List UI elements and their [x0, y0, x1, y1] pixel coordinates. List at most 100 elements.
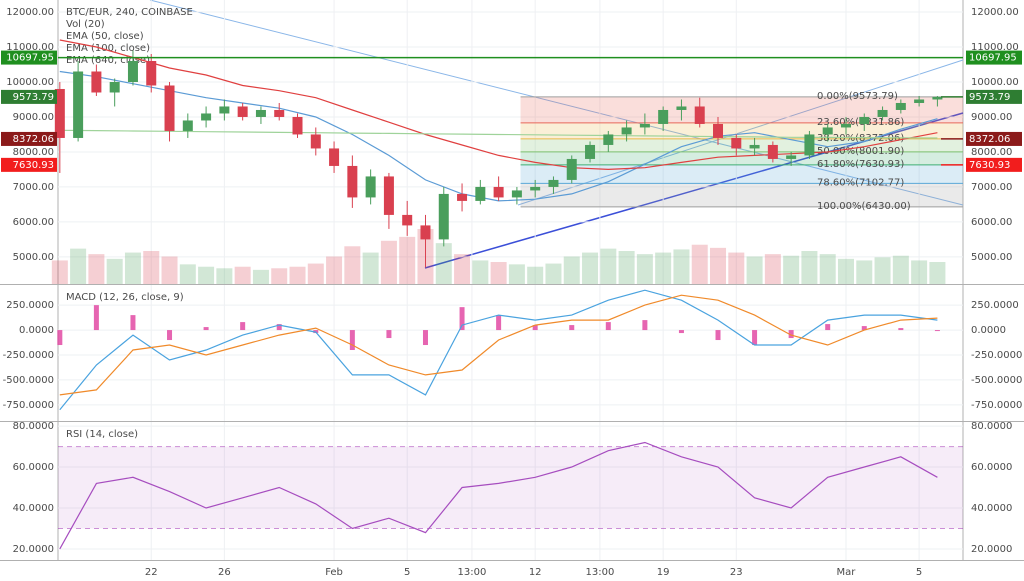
volume-bar	[161, 256, 178, 284]
price-label: 10697.95	[6, 53, 54, 64]
candle-body	[219, 106, 230, 114]
volume-bar	[856, 260, 873, 284]
y-tick-label: 5000.00	[971, 252, 1012, 263]
candle-body	[676, 106, 687, 110]
candle-body	[365, 176, 376, 198]
volume-bar	[198, 266, 215, 284]
x-tick-label: 19	[657, 567, 670, 578]
histogram-bar	[57, 330, 63, 346]
volume-bar	[106, 258, 123, 284]
y-tick-label: -750.0000	[3, 400, 54, 411]
volume-bar	[545, 263, 562, 284]
volume-bar	[728, 252, 745, 284]
candle-body	[383, 176, 394, 215]
candle-body	[347, 165, 358, 198]
candle-body	[932, 96, 943, 100]
x-tick-label: 13:00	[458, 567, 487, 578]
histogram-bar	[276, 324, 282, 331]
volume-bar	[124, 252, 141, 284]
candle-body	[566, 158, 577, 180]
volume-bar	[582, 252, 599, 284]
y-tick-label: 80.0000	[13, 421, 54, 432]
x-tick-label: 12	[529, 567, 542, 578]
y-tick-label: 7000.00	[971, 182, 1012, 193]
candle-body	[548, 179, 559, 187]
histogram-bar	[386, 330, 392, 339]
price-label: 10697.95	[969, 53, 1017, 64]
candle-body	[274, 109, 285, 117]
volume-bar	[143, 251, 160, 284]
trend-line	[517, 59, 964, 206]
y-tick-label: 5000.00	[13, 252, 54, 263]
candle-body	[402, 214, 413, 226]
volume-bar	[362, 252, 379, 284]
volume-bar	[344, 246, 361, 284]
candle-body	[511, 190, 522, 198]
volume-bar	[490, 262, 507, 284]
volume-bar	[892, 255, 909, 284]
series-line	[59, 441, 938, 550]
histogram-bar	[203, 327, 209, 331]
volume-bar	[326, 256, 343, 284]
candle-body	[530, 186, 541, 191]
candle-body	[54, 88, 65, 138]
fib-label: 50.00%(8001.90)	[817, 146, 904, 157]
candle-body	[859, 116, 870, 124]
volume-bar	[70, 248, 87, 284]
y-tick-label: 12000.00	[6, 7, 54, 18]
y-tick-label: 9000.00	[13, 112, 54, 123]
price-label: 9573.79	[969, 92, 1010, 103]
fib-zone	[520, 122, 963, 139]
y-tick-label: 20.0000	[971, 544, 1012, 555]
pane-title: BTC/EUR, 240, COINBASE	[66, 7, 193, 18]
y-tick-label: 9000.00	[971, 112, 1012, 123]
pane-title: MACD (12, 26, close, 9)	[66, 292, 184, 303]
price-label-box	[1, 50, 57, 65]
histogram-bar	[240, 322, 246, 331]
rsi-band	[58, 446, 963, 529]
volume-bar	[563, 256, 580, 284]
pane-title: RSI (14, close)	[66, 429, 138, 440]
candle-body	[877, 109, 888, 117]
price-label-box	[966, 157, 1022, 172]
price-label: 8372.06	[13, 134, 54, 145]
x-tick-label: 13:00	[585, 567, 614, 578]
volume-bar	[216, 268, 233, 284]
histogram-bar	[642, 320, 648, 331]
candle-body	[182, 120, 193, 131]
y-tick-label: -250.0000	[971, 350, 1022, 361]
price-label-box	[966, 131, 1022, 146]
fib-zone	[520, 96, 963, 123]
y-tick-label: 80.0000	[971, 421, 1012, 432]
histogram-bar	[93, 305, 99, 331]
candle-body	[804, 134, 815, 156]
volume-bar	[874, 257, 891, 284]
candle-body	[713, 123, 724, 138]
candle-body	[914, 99, 925, 103]
histogram-bar	[422, 330, 428, 346]
histogram-bar	[715, 330, 721, 341]
candle-body	[658, 109, 669, 124]
y-tick-label: 0.0000	[19, 325, 54, 336]
candle-body	[164, 85, 175, 131]
candle-body	[475, 186, 486, 201]
histogram-bar	[825, 324, 831, 331]
legend-entry: EMA (50, close)	[66, 31, 144, 42]
x-tick-label: Feb	[325, 567, 343, 578]
histogram-bar	[788, 330, 794, 339]
y-tick-label: 250.0000	[6, 300, 54, 311]
histogram-bar	[130, 315, 136, 331]
volume-bar	[289, 266, 306, 284]
x-tick-label: 23	[730, 567, 743, 578]
volume-bar	[929, 262, 946, 284]
candle-body	[621, 127, 632, 135]
y-tick-label: 10000.00	[6, 77, 54, 88]
fib-label: 78.60%(7102.77)	[817, 177, 904, 188]
price-label: 7630.93	[969, 160, 1010, 171]
volume-bar	[252, 269, 269, 284]
x-tick-label: Mar	[837, 567, 857, 578]
volume-bar	[271, 268, 288, 284]
candle-body	[438, 193, 449, 240]
candle-body	[109, 81, 120, 93]
y-tick-label: 11000.00	[971, 42, 1019, 53]
